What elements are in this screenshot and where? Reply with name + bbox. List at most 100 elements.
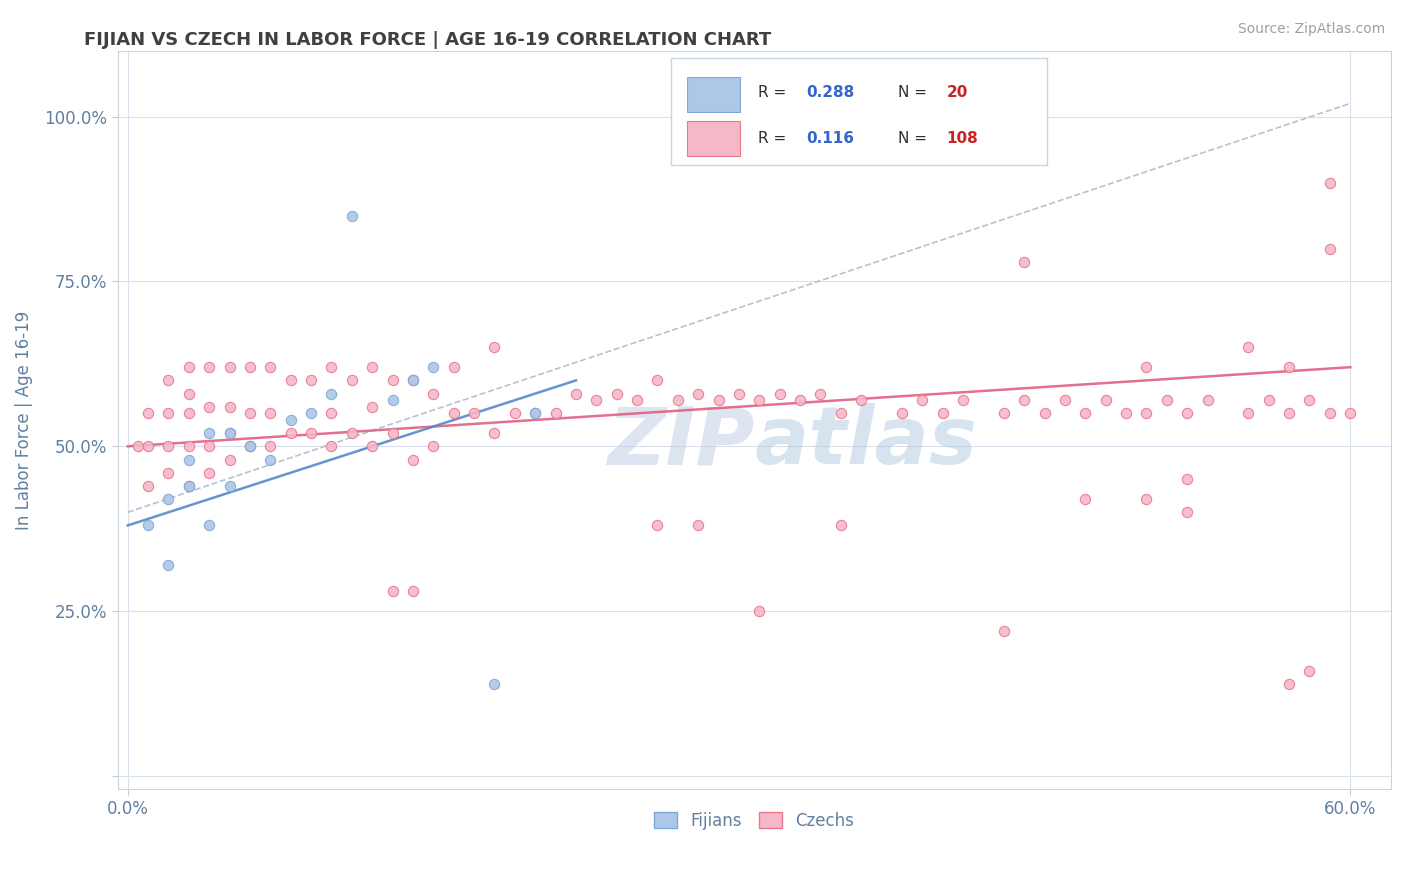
Point: [280, 426, 302, 441]
Point: [299, 373, 322, 387]
Point: [361, 360, 384, 375]
Point: [381, 393, 404, 408]
Point: [198, 518, 221, 533]
Point: [177, 479, 200, 493]
Point: [177, 360, 200, 375]
Point: [707, 393, 730, 408]
Point: [748, 604, 770, 618]
Point: [239, 439, 262, 453]
Point: [218, 426, 240, 441]
Point: [993, 624, 1015, 638]
Point: [1175, 406, 1198, 420]
FancyBboxPatch shape: [672, 58, 1047, 165]
Legend: Fijians, Czechs: Fijians, Czechs: [647, 805, 860, 837]
Text: atlas: atlas: [754, 403, 977, 481]
Point: [1237, 406, 1260, 420]
Point: [565, 386, 588, 401]
Point: [503, 406, 526, 420]
Point: [198, 426, 221, 441]
Point: [136, 518, 159, 533]
Point: [402, 373, 425, 387]
Text: Source: ZipAtlas.com: Source: ZipAtlas.com: [1237, 22, 1385, 37]
Point: [748, 393, 770, 408]
Text: N =: N =: [898, 86, 932, 100]
Text: FIJIAN VS CZECH IN LABOR FORCE | AGE 16-19 CORRELATION CHART: FIJIAN VS CZECH IN LABOR FORCE | AGE 16-…: [84, 31, 772, 49]
Point: [1074, 406, 1097, 420]
Text: R =: R =: [758, 86, 792, 100]
Point: [340, 373, 363, 387]
Point: [911, 393, 934, 408]
Point: [830, 406, 852, 420]
Point: [810, 386, 832, 401]
Text: N =: N =: [898, 131, 932, 146]
Point: [422, 360, 444, 375]
Point: [239, 406, 262, 420]
Point: [830, 518, 852, 533]
Point: [688, 518, 710, 533]
Point: [1033, 406, 1056, 420]
Point: [321, 439, 343, 453]
Point: [443, 360, 465, 375]
Point: [544, 406, 567, 420]
Text: R =: R =: [758, 131, 792, 146]
Point: [157, 558, 180, 572]
Point: [381, 373, 404, 387]
Point: [769, 386, 792, 401]
Point: [381, 584, 404, 599]
Point: [1278, 676, 1301, 690]
Point: [321, 360, 343, 375]
Point: [789, 393, 811, 408]
Text: ZIP: ZIP: [607, 403, 754, 481]
Point: [1257, 393, 1279, 408]
Point: [932, 406, 955, 420]
Point: [484, 676, 506, 690]
Point: [443, 406, 465, 420]
Point: [157, 406, 180, 420]
Point: [402, 452, 425, 467]
Point: [198, 400, 221, 414]
Point: [136, 439, 159, 453]
Point: [1156, 393, 1178, 408]
Point: [1175, 472, 1198, 486]
Point: [422, 439, 444, 453]
Point: [422, 386, 444, 401]
Point: [340, 209, 363, 223]
Point: [177, 406, 200, 420]
Point: [688, 386, 710, 401]
Point: [728, 386, 751, 401]
Point: [1319, 242, 1341, 256]
Point: [1197, 393, 1219, 408]
Point: [1278, 360, 1301, 375]
Text: 0.116: 0.116: [807, 131, 855, 146]
Point: [177, 439, 200, 453]
Point: [136, 406, 159, 420]
Point: [524, 406, 547, 420]
Point: [1135, 406, 1157, 420]
Point: [239, 360, 262, 375]
Point: [402, 584, 425, 599]
Point: [1175, 505, 1198, 519]
Point: [136, 479, 159, 493]
Point: [1135, 492, 1157, 507]
Point: [1237, 340, 1260, 354]
Point: [361, 400, 384, 414]
Point: [198, 360, 221, 375]
Point: [1053, 393, 1076, 408]
Point: [321, 406, 343, 420]
Point: [157, 373, 180, 387]
Point: [585, 393, 607, 408]
Y-axis label: In Labor Force | Age 16-19: In Labor Force | Age 16-19: [15, 310, 32, 530]
Point: [484, 426, 506, 441]
Point: [626, 393, 648, 408]
Point: [218, 426, 240, 441]
Point: [259, 439, 281, 453]
Point: [218, 479, 240, 493]
Point: [198, 466, 221, 480]
Point: [340, 426, 363, 441]
Point: [218, 400, 240, 414]
Point: [1339, 406, 1361, 420]
Bar: [686, 120, 740, 156]
Point: [280, 413, 302, 427]
Point: [299, 426, 322, 441]
Point: [993, 406, 1015, 420]
